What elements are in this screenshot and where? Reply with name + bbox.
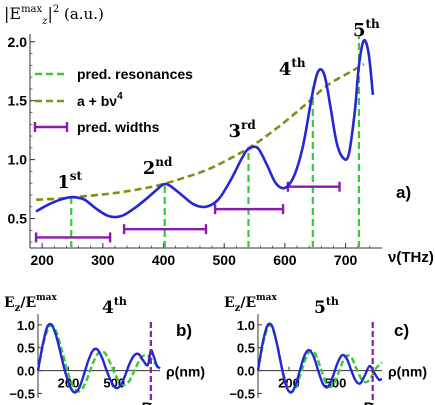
y-axis-label: Ez/Emax [224,293,278,314]
y-tick-label: 1.0 [8,152,28,168]
x-tick-label: 700 [334,252,358,268]
legend-label-fit: a + bν4 [77,91,123,109]
y-tick-label: −0.5 [9,386,35,401]
boundary-marker-label: R [142,399,152,405]
x-tick-label: 600 [273,252,297,268]
resonance-order-label-sup: th [365,17,380,31]
y-axis-label-exp: 2 [53,4,59,15]
y-axis-label-mid: /E [20,295,36,311]
resonance-order-label-5: 5th [353,17,380,41]
y-tick-label: 2.0 [8,34,28,50]
x-axis-label: ρ(nm) [388,364,427,380]
y-axis-label-mid: /E [240,295,256,311]
y-tick-label: 0.5 [8,211,28,227]
spectrum-curve [35,38,375,219]
x-axis-label: ρ(nm) [166,364,205,380]
y-axis-label-sup: max [36,293,57,303]
mode-order-label: 4th [102,295,127,318]
mode-order-label: 5th [314,295,339,318]
resonance-order-label-4: 4th [279,56,306,80]
y-axis-label: Ez/Emax [4,293,58,314]
fit-curve-a-plus-bv4 [36,63,365,201]
x-tick-label: 200 [30,252,54,268]
resonance-order-label-3: 3rd [228,118,256,142]
y-tick-label: 1.5 [8,93,28,109]
x-tick-label: 300 [91,252,115,268]
x-tick-label: 500 [213,252,237,268]
y-axis-label-sup: max [256,293,277,303]
boundary-marker-label: R [364,399,374,405]
resonance-order-label-sup: th [291,56,306,70]
y-tick-label: 1.0 [237,318,255,333]
y-axis-label-sub: z [235,303,241,314]
panel-label: c) [394,321,409,340]
panel-label-a: a) [396,183,411,202]
resonance-order-label-2: 2nd [143,155,173,179]
x-tick-label: 400 [152,252,176,268]
y-tick-label: 0.5 [237,341,255,356]
legend-label-widths: pred. widths [77,119,160,135]
y-axis-label: |Emaxz|2 (a.u.) [4,4,104,27]
y-tick-label: 0.0 [237,364,255,379]
legend-label-resonances: pred. resonances [77,66,193,82]
resonance-order-label-1: 1st [57,169,82,193]
y-tick-label: −0.5 [229,386,255,401]
resonance-order-label-sup: rd [241,118,256,132]
panel-label: b) [176,321,192,340]
resonance-order-label-sup: st [70,169,83,183]
x-axis-label: ν(THz) [388,249,434,266]
y-axis-label-sub: z [15,303,21,314]
mode-order-label-sup: th [326,295,339,308]
resonance-order-label-sup: nd [155,155,173,169]
y-tick-label: 0.5 [17,341,35,356]
y-axis-label-unit: (a.u.) [59,5,104,23]
y-tick-label: 1.0 [17,318,35,333]
legend-label-fit-sup: 4 [117,91,123,102]
panel-a-spectrum: 0.5 1.0 1.5 2.0 200 300 400 500 600 700 |Emaxz|2 (… [4,4,434,268]
computed-profile [36,322,161,394]
y-tick-label: 0.0 [17,364,35,379]
mode-order-label-sup: th [114,295,127,308]
computed-profile [256,322,383,394]
y-axis-label-bar: | [47,4,52,23]
y-axis-label-sup: max [21,4,42,15]
predicted-profile [256,323,383,394]
y-axis-label-sub: z [41,16,48,27]
